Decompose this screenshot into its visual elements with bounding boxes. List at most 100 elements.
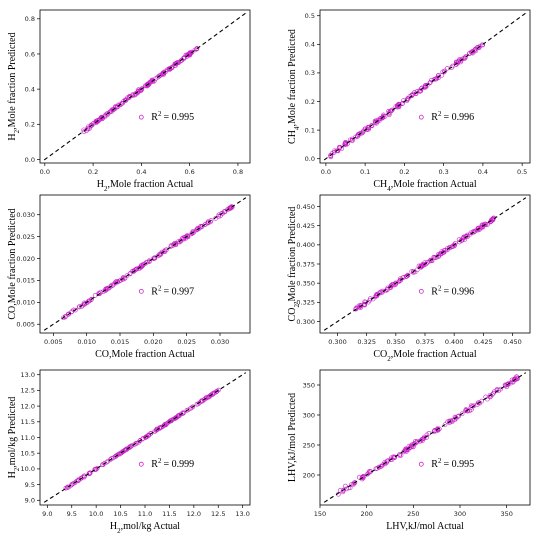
data-point [496,388,502,393]
x-tick-label: 300 [454,510,466,518]
data-point [115,279,120,285]
x-axis-label: CH4,Mole fraction Actual [373,179,476,193]
data-point [436,253,442,258]
r2-annotation: R2 = 0.995 [151,110,194,123]
data-point [514,374,519,380]
data-point [483,221,488,227]
data-point [357,130,363,136]
y-tick-label: 0.025 [16,233,35,241]
data-point [419,263,425,269]
x-tick-label: 0.010 [77,338,96,346]
legend-marker [418,461,424,467]
y-tick-label: 9.0 [25,497,35,505]
data-point [144,259,149,265]
scatter-points [81,46,200,134]
data-point [175,60,180,65]
x-tick-label: 0.5 [517,168,527,176]
r2-annotation: R2 = 0.996 [431,110,474,123]
x-tick-label: 0.025 [177,338,196,346]
r2-annotation: R2 = 0.999 [151,457,194,470]
data-point [108,283,114,288]
data-point [157,425,163,431]
data-point [475,227,481,233]
data-point [364,127,370,132]
data-point [447,244,452,250]
identity-line [323,372,527,503]
data-point [114,279,119,284]
x-tick-label: 0.6 [184,168,194,176]
data-point [205,220,211,226]
y-tick-label: 11.5 [21,418,35,426]
x-tick-label: 13.0 [235,510,249,518]
data-point [65,311,71,317]
data-point [503,383,508,388]
scatter-points [63,387,221,491]
data-point [374,293,380,299]
data-point [353,134,358,140]
y-tick-label: 0.2 [25,121,35,129]
data-point [351,480,357,486]
x-tick-label: 0.8 [233,168,243,176]
data-point [471,403,477,409]
data-point [133,441,139,446]
data-point [204,395,209,401]
chart-panel-1: 0.0 0.2 0.4 0.6 0.8 0.0 0.2 0.4 0.6 0.8 R2 = 0.995 H… [7,9,251,193]
x-tick-label: 10.0 [89,510,103,518]
data-point [159,72,165,77]
x-tick-label: 250 [407,510,419,518]
data-point [427,80,433,86]
x-axis-label: CO2,Mole fraction Actual [373,349,476,363]
data-point [367,468,372,474]
plot-frame [39,9,251,164]
identity-line [43,197,247,331]
x-tick-label: 12.0 [187,510,201,518]
y-tick-label: 0.015 [16,277,35,285]
legend-marker [138,288,144,294]
data-point [109,109,115,114]
data-point [377,290,382,295]
data-point [461,235,467,241]
data-point [393,280,398,286]
y-tick-label: 10.0 [21,465,35,473]
data-point [227,205,232,211]
data-point [128,444,133,449]
data-point [101,461,107,466]
data-point [177,239,183,245]
x-tick-label: 0.030 [211,338,230,346]
data-point [164,247,169,252]
data-point [510,379,516,385]
data-point [187,51,192,56]
y-tick-label: 0.350 [296,279,315,287]
data-point [110,107,116,113]
data-point [164,421,169,427]
data-point [143,83,149,88]
data-point [450,417,456,423]
y-tick-label: 0.325 [296,299,315,307]
data-point [401,274,407,280]
data-point [398,277,404,283]
data-point [76,304,82,310]
y-axis-label: LHV,kJ/mol Predicted [287,393,298,482]
x-tick-label: 0.325 [357,338,376,346]
data-point [414,440,419,445]
data-point [167,66,172,71]
y-axis-label: H2,Mole fraction Predicted [7,32,21,140]
data-point [104,287,110,292]
data-point [82,301,88,307]
x-axis-label: H2,mol/kg Actual [110,521,180,535]
data-point [64,485,70,490]
y-tick-label: 0.6 [25,50,35,58]
data-point [127,95,132,100]
data-point [424,83,430,88]
data-point [467,51,472,56]
data-point [449,65,454,70]
data-point [86,471,92,477]
data-point [174,414,180,420]
x-tick-label: 0.300 [328,338,347,346]
y-tick-label: 0.8 [25,15,35,23]
data-point [189,231,194,237]
data-point [81,302,87,307]
y-tick-label: 0.0 [25,156,35,164]
chart-panel-6: 150 200 250 300 350 200 250 300 350 R2 = 0.995 LHV,… [287,369,531,532]
